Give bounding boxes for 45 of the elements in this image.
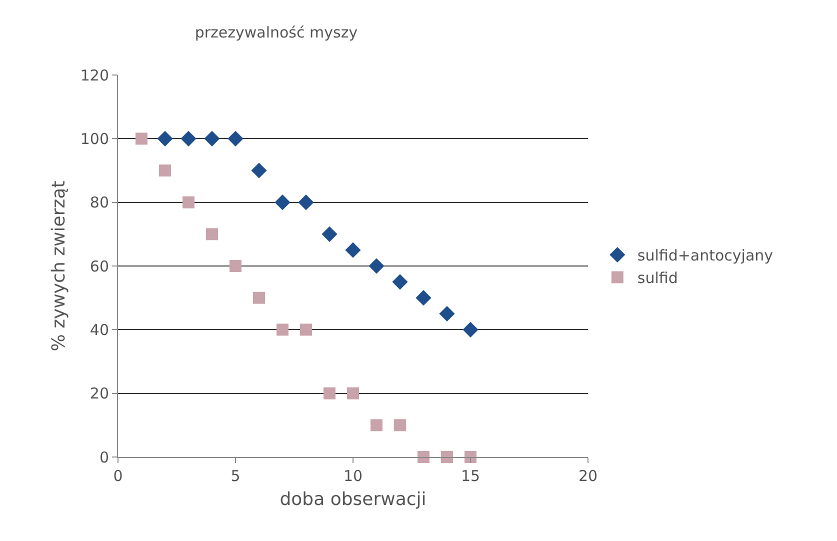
y-axis-title: % zywych zwierząt	[48, 180, 70, 352]
point	[157, 130, 173, 146]
legend-label: sulfid	[637, 269, 678, 288]
point	[347, 387, 359, 400]
point	[416, 290, 432, 306]
point	[136, 132, 148, 145]
point	[230, 260, 242, 272]
point	[180, 130, 196, 146]
point	[439, 306, 455, 322]
x-tick-label: 15	[460, 467, 480, 485]
point	[345, 242, 361, 258]
y-tick-label: 100	[80, 130, 109, 148]
x-tick-label: 5	[230, 467, 240, 485]
point	[368, 258, 384, 274]
point	[418, 451, 430, 463]
point	[253, 292, 265, 304]
point	[462, 322, 478, 338]
point	[159, 164, 171, 176]
x-tick-label: 20	[578, 467, 598, 485]
point	[370, 419, 382, 432]
y-tick-label: 20	[90, 384, 109, 403]
x-axis-title: doba obserwacji	[280, 489, 426, 510]
y-tick-label: 40	[90, 320, 109, 339]
point	[182, 196, 194, 208]
point	[251, 162, 267, 178]
point	[298, 194, 314, 210]
point	[441, 451, 453, 463]
x-tick-label: 10	[343, 467, 363, 485]
point	[276, 324, 288, 336]
point	[392, 274, 408, 290]
y-tick-label: 120	[80, 66, 109, 84]
y-tick-label: 60	[90, 257, 109, 276]
x-tick-label: 0	[113, 467, 123, 485]
point	[274, 194, 290, 210]
point	[206, 228, 218, 240]
point	[322, 226, 338, 242]
y-tick-label: 80	[90, 194, 109, 212]
chart-title: przezywalność myszy	[194, 24, 358, 42]
point	[324, 387, 336, 400]
point	[228, 130, 244, 146]
point	[204, 130, 220, 146]
point	[300, 324, 312, 336]
y-tick-label: 0	[99, 448, 109, 466]
point	[394, 419, 406, 432]
legend-label: sulfid+antocyjany	[637, 246, 774, 265]
